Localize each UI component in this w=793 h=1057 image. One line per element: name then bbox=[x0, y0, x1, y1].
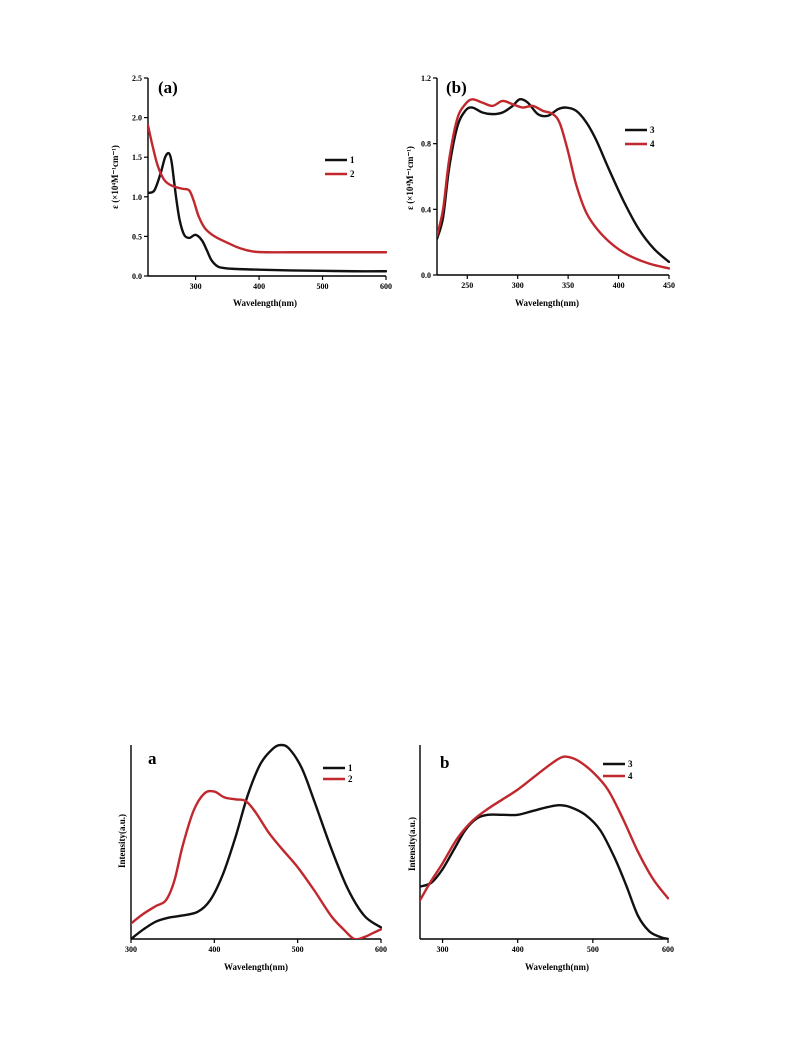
x-axis-label-abs-a: Wavelength(nm) bbox=[233, 298, 297, 308]
y-axis-label-abs-b: ε (×10⁴M⁻¹cm⁻¹) bbox=[405, 146, 415, 210]
x-tick-label-em-a: 600 bbox=[375, 945, 387, 954]
panel-label-b-abs: (b) bbox=[446, 78, 467, 97]
series-line-1 bbox=[148, 151, 387, 273]
y-tick-label-abs-a: 0.0 bbox=[132, 272, 142, 281]
x-tick-label-abs-b: 350 bbox=[562, 281, 574, 290]
series-line-2 bbox=[148, 124, 387, 254]
y-axis-label-abs-a: ε (×10⁴M⁻¹cm⁻¹) bbox=[110, 145, 120, 209]
x-tick-label-abs-a: 600 bbox=[380, 282, 392, 291]
x-tick-label-em-b: 400 bbox=[512, 945, 524, 954]
x-tick-label-em-b: 500 bbox=[587, 945, 599, 954]
y-tick-label-abs-a: 2.5 bbox=[132, 74, 142, 83]
y-tick-label-abs-a: 2.0 bbox=[132, 114, 142, 123]
chart-em-b: b Wavelength(nm) Intensity(a.u.) 300 400 5… bbox=[407, 745, 674, 972]
x-tick-label-em-a: 300 bbox=[125, 945, 137, 954]
legend-label-2: 2 bbox=[348, 774, 353, 784]
y-axis-label-em-b: Intensity(a.u.) bbox=[407, 817, 417, 871]
x-tick-label-em-a: 500 bbox=[292, 945, 304, 954]
legend-label-3: 3 bbox=[628, 759, 633, 769]
x-tick-label-abs-a: 300 bbox=[190, 282, 202, 291]
y-tick-label-abs-b: 1.2 bbox=[421, 74, 431, 83]
chart-abs-a: (a) Wavelength(nm) ε (×10⁴M⁻¹cm⁻¹) 300 40… bbox=[110, 74, 392, 308]
x-tick-label-abs-b: 400 bbox=[613, 281, 625, 290]
series-line-1 bbox=[131, 743, 382, 939]
x-tick-label-abs-a: 500 bbox=[317, 282, 329, 291]
x-axis-label-em-a: Wavelength(nm) bbox=[224, 962, 288, 972]
y-tick-label-abs-b: 0.0 bbox=[421, 271, 431, 280]
y-tick-label-abs-b: 0.8 bbox=[421, 140, 431, 149]
panel-label-a-abs: (a) bbox=[158, 78, 178, 97]
legend-label-4: 4 bbox=[628, 771, 633, 781]
x-axis-label-abs-b: Wavelength(nm) bbox=[515, 298, 579, 308]
x-tick-label-abs-a: 400 bbox=[253, 282, 265, 291]
x-tick-label-em-b: 300 bbox=[437, 945, 449, 954]
chart-abs-b: (b) Wavelength(nm) ε (×10⁴M⁻¹cm⁻¹) 250 30… bbox=[405, 74, 675, 308]
x-axis-label-em-b: Wavelength(nm) bbox=[525, 962, 589, 972]
legend-label-3: 3 bbox=[650, 125, 655, 135]
panel-label-a-em: a bbox=[148, 749, 157, 768]
chart-em-a: a Wavelength(nm) Intensity(a.u.) 300 400 5… bbox=[117, 743, 387, 972]
y-tick-label-abs-a: 1.5 bbox=[132, 153, 142, 162]
series-line-3 bbox=[437, 98, 670, 264]
series-line-2 bbox=[131, 789, 382, 939]
panel-label-b-em: b bbox=[440, 753, 449, 772]
legend-label-2: 2 bbox=[350, 169, 355, 179]
y-tick-label-abs-b: 0.4 bbox=[421, 205, 431, 214]
y-axis-label-em-a: Intensity(a.u.) bbox=[117, 814, 127, 868]
series-line-4 bbox=[437, 98, 670, 270]
y-tick-label-abs-a: 1.0 bbox=[132, 193, 142, 202]
series-line-3 bbox=[420, 803, 669, 939]
legend-label-1: 1 bbox=[348, 763, 353, 773]
legend-label-4: 4 bbox=[650, 139, 655, 149]
x-tick-label-em-b: 600 bbox=[662, 945, 674, 954]
legend-label-1: 1 bbox=[350, 155, 355, 165]
x-tick-label-em-a: 400 bbox=[208, 945, 220, 954]
x-tick-label-abs-b: 450 bbox=[663, 281, 675, 290]
x-tick-label-abs-b: 250 bbox=[461, 281, 473, 290]
y-tick-label-abs-a: 0.5 bbox=[132, 232, 142, 241]
series-line-4 bbox=[420, 755, 669, 902]
x-tick-label-abs-b: 300 bbox=[512, 281, 524, 290]
